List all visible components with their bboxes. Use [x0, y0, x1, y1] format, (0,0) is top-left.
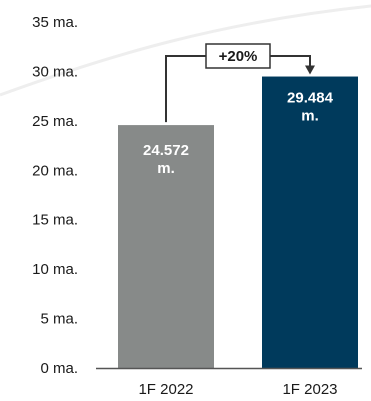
bar-value-label: m.: [301, 108, 319, 125]
x-category-label: 1F 2022: [138, 381, 193, 398]
arrow-head-icon: [305, 66, 315, 75]
x-category-label: 1F 2023: [282, 381, 337, 398]
y-tick-label: 35 ma.: [32, 14, 78, 31]
y-tick-label: 30 ma.: [32, 63, 78, 80]
y-tick-label: 15 ma.: [32, 212, 78, 229]
x-axis-labels: 1F 2022 1F 2023: [138, 381, 337, 398]
y-tick-label: 20 ma.: [32, 162, 78, 179]
growth-label: +20%: [219, 48, 258, 65]
y-axis-ticks: 0 ma. 5 ma. 10 ma. 15 ma. 20 ma. 25 ma. 30 ma.…: [32, 14, 78, 377]
bar-value-label: 24.572: [143, 142, 189, 159]
bar-value-label: 29.484: [287, 90, 334, 107]
y-tick-label: 10 ma.: [32, 261, 78, 278]
y-tick-label: 0 ma.: [40, 360, 78, 377]
y-tick-label: 25 ma.: [32, 113, 78, 130]
y-tick-label: 5 ma.: [40, 311, 78, 328]
bar-value-label: m.: [157, 160, 175, 177]
